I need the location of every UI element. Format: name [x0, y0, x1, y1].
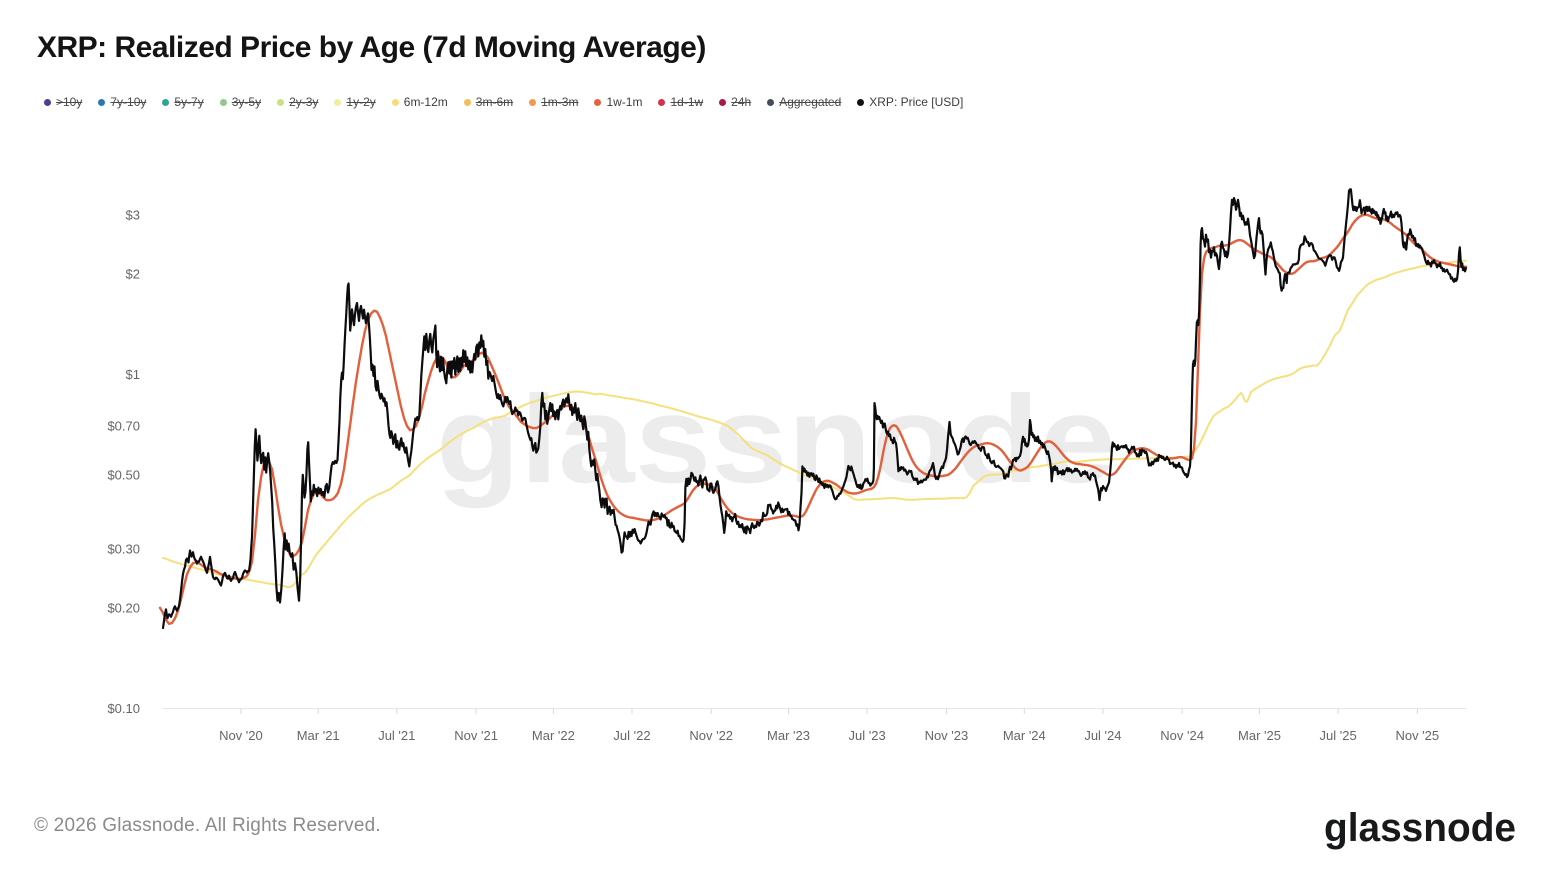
svg-text:$0.30: $0.30: [107, 541, 140, 556]
svg-text:Nov '20: Nov '20: [219, 728, 263, 743]
svg-text:glassnode: glassnode: [1324, 806, 1516, 850]
svg-text:Jul '25: Jul '25: [1320, 728, 1357, 743]
svg-text:Jul '22: Jul '22: [613, 728, 650, 743]
svg-text:$2: $2: [126, 266, 140, 281]
svg-text:Nov '21: Nov '21: [454, 728, 498, 743]
svg-text:Nov '23: Nov '23: [925, 728, 969, 743]
svg-text:$0.20: $0.20: [107, 600, 140, 615]
svg-text:$3: $3: [126, 207, 140, 222]
svg-text:Nov '22: Nov '22: [689, 728, 733, 743]
svg-text:glassnode: glassnode: [436, 371, 1116, 509]
svg-text:$0.10: $0.10: [107, 701, 140, 716]
svg-text:$0.70: $0.70: [107, 419, 140, 434]
svg-text:Nov '25: Nov '25: [1395, 728, 1439, 743]
svg-text:$0.50: $0.50: [107, 467, 140, 482]
svg-text:Mar '21: Mar '21: [297, 728, 340, 743]
svg-text:Mar '25: Mar '25: [1238, 728, 1281, 743]
svg-text:Mar '23: Mar '23: [767, 728, 810, 743]
svg-text:Mar '22: Mar '22: [532, 728, 575, 743]
svg-text:Jul '21: Jul '21: [378, 728, 415, 743]
svg-text:Mar '24: Mar '24: [1003, 728, 1046, 743]
svg-text:Nov '24: Nov '24: [1160, 728, 1204, 743]
svg-text:$1: $1: [126, 367, 140, 382]
svg-text:Jul '24: Jul '24: [1084, 728, 1121, 743]
svg-text:Jul '23: Jul '23: [849, 728, 886, 743]
